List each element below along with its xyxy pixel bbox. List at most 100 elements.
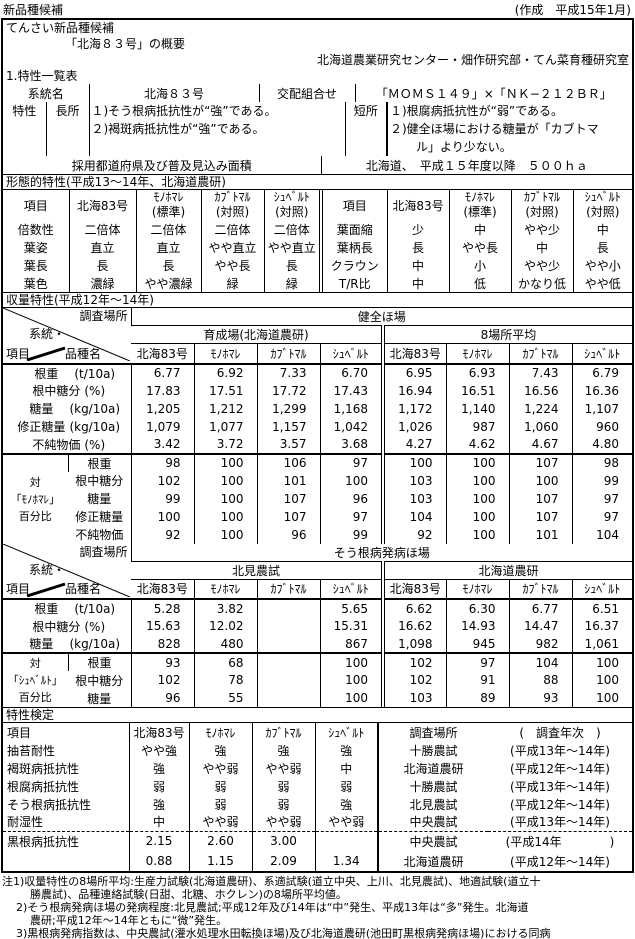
corner-cell: 調査場所 系統・ 項目 品種名: [3, 308, 131, 365]
ratio-label-line: 「ﾓﾉﾎﾏﾚ」: [10, 492, 61, 506]
value-cell: 4.80: [571, 435, 632, 454]
value-cell: 99: [319, 525, 383, 544]
footnote-line: 注1)収量特性の8場所平均:生産力試験(北海道農研)、系適試験(道立中央、上川、…: [2, 875, 541, 888]
row-label: 不純物価 (%): [3, 436, 131, 454]
value-cell: 1,077: [193, 417, 257, 436]
value-cell: 100: [571, 652, 632, 671]
demerit-line-1: １)根腐病抵抗性が“弱”である。: [390, 104, 563, 118]
trait-tests-table: 項目 北海83号 ﾓﾉﾎﾏﾚ ｶﾌﾞﾄﾏﾙ ｼｭﾍﾞﾙﾄ 調査場所 ( 調査年次…: [3, 723, 632, 871]
value-cell: 6.62: [381, 599, 446, 617]
variety-role: (対照): [275, 205, 309, 219]
value-cell: 97: [571, 489, 632, 508]
metric-unit: (%): [84, 619, 106, 634]
value-cell: 987: [445, 417, 509, 436]
value-cell: 107: [508, 489, 572, 508]
table-row: 修正糖量 100 100 107 97 104 100 107 97: [3, 507, 632, 526]
footnotes: 注1)収量特性の8場所平均:生産力試験(北海道農研)、系適試験(道立中央、上川、…: [0, 873, 635, 939]
table-row: 糖量 96 55 100 103 89 93 100: [3, 689, 632, 707]
row-label: そう根病抵抗性: [7, 797, 92, 812]
variety-role: (標準): [151, 205, 186, 219]
table-row: 系統名 北海８３号 交配組合せ 「ＭＯＭＳ１４９」×「ＮＫ−２１２ＢＲ」: [3, 84, 632, 102]
table-row: 不純物価 92 100 96 99 92 100 101 104: [3, 525, 632, 544]
ratio-label-line: 「ｼｭﾍﾞﾙﾄ」: [7, 674, 63, 687]
value-cell: 中: [510, 238, 573, 256]
strain-label: 系統名: [27, 86, 64, 101]
corner-item-label: 項目: [6, 582, 31, 596]
metric-unit: (%): [84, 437, 106, 452]
col-header: ｼｭﾍﾞﾙﾄ (対照): [263, 190, 321, 220]
value-cell: 1,212: [193, 399, 257, 418]
table-row: 根腐病抵抗性 弱 弱 弱 弱 十勝農試 (平成13年〜14年): [3, 777, 632, 795]
value-cell: 17.43: [319, 381, 383, 400]
metric-name: 修正糖量: [17, 420, 66, 434]
value-cell: 16.56: [508, 381, 572, 400]
value-cell: 6.30: [445, 599, 509, 617]
col-header: 北海83号: [128, 723, 189, 741]
table-row: 不純物価 (%) 3.42 3.72 3.57 3.68 4.27 4.62 4.…: [3, 435, 632, 454]
value-cell: 16.36: [571, 381, 632, 400]
metric-name: 糖量: [29, 637, 54, 651]
row-label: 糖量: [87, 691, 112, 706]
value-cell: 100: [130, 507, 194, 526]
table-row: 糖量 (kg/10a) 828 480 867 1,098 945 982 1,0…: [3, 635, 632, 653]
corner-strain-label: 系統・: [29, 327, 66, 341]
row-label: 根腐病抵抗性: [7, 779, 80, 794]
value-cell: 15.31: [319, 617, 383, 635]
survey-place: 北海道農研: [377, 759, 488, 777]
value-cell: 104: [508, 652, 572, 671]
table-row: 根重 (t/10a) 6.77 6.92 7.33 6.70 6.95 6.93 …: [3, 363, 632, 382]
col-header: 項目: [23, 198, 48, 213]
table-row: 倍数性 二倍体 二倍体 二倍体 二倍体 葉面縮 少 中 やや少 中: [3, 220, 632, 238]
table-row: 耐湿性 中 やや弱 やや弱 やや弱 中央農試 (平成13年〜14年): [3, 813, 632, 831]
value-cell: 103: [381, 689, 446, 707]
value-cell: やや濃緑: [135, 274, 201, 292]
value-cell: 100: [571, 689, 632, 707]
value-cell: 103: [381, 489, 446, 508]
metric-unit: (t/10a): [74, 366, 116, 381]
value-cell: 二倍体: [263, 220, 321, 238]
yield-table-healthy: 調査場所 系統・ 項目 品種名 健全ほ場 育成場(北海道農研) 8場所平均 北海…: [3, 308, 632, 544]
metric-name: 不純物価: [32, 437, 81, 452]
col-header: ｶﾌﾞﾄﾏﾙ (対照): [200, 190, 264, 220]
value-cell: 960: [571, 417, 632, 436]
survey-years: (平成12年〜14年): [510, 761, 610, 776]
value-cell: 二倍体: [135, 220, 201, 238]
value-cell: 中: [128, 813, 189, 831]
value-cell: 100: [193, 471, 257, 490]
diagonal-line: [3, 308, 130, 361]
row-label: 葉面縮: [319, 220, 387, 238]
value-cell: 1,060: [508, 417, 572, 436]
col-header: 北海83号: [68, 190, 136, 220]
metric-unit: (kg/10a): [69, 420, 121, 434]
value-cell: 4.67: [508, 435, 572, 454]
table-row: 特性 長所 １)そう根病抵抗性が“強”である。 ２)褐斑病抵抗性が“強”である。…: [3, 102, 632, 156]
value-cell: 14.47: [508, 617, 572, 635]
variety-name: ｶﾌﾞﾄﾏﾙ: [523, 190, 560, 204]
value-cell: 102: [130, 471, 194, 490]
ratio-label-line: 対: [29, 657, 41, 670]
value-cell: 3.42: [130, 435, 194, 454]
row-label: 葉姿: [23, 240, 48, 255]
metric-name: 根中糖分: [32, 384, 81, 398]
ratio-label: 対「ｼｭﾍﾞﾙﾄ」 百分比: [3, 652, 68, 707]
value-cell: 長: [263, 256, 321, 274]
value-cell: 0.88: [128, 851, 189, 871]
corner-survey-label: 調査場所: [79, 309, 128, 323]
value-cell: 長: [68, 256, 136, 274]
col-header: ﾓﾉﾎﾏﾚ (標準): [448, 190, 511, 220]
corner-cell: 調査場所 系統・ 項目 品種名: [3, 543, 131, 600]
survey-years: (平成14年 ): [488, 830, 632, 851]
diagonal-line: [3, 543, 130, 597]
value-cell: 107: [256, 507, 320, 526]
value-cell: 2.09: [251, 851, 315, 871]
value-cell: 弱: [251, 795, 315, 813]
metric-name: 糖量: [29, 402, 54, 416]
value-cell: 100: [319, 471, 383, 490]
merit-label: 長所: [45, 102, 89, 156]
row-label: 修正糖量: [75, 510, 124, 524]
col-header: ﾓﾉﾎﾏﾚ: [193, 343, 257, 365]
variety-name: ｶﾌﾞﾄﾏﾙ: [214, 190, 251, 204]
corner-item-label: 項目: [6, 346, 31, 361]
table-row: 褐斑病抵抗性 強 やや弱 やや弱 中 北海道農研 (平成12年〜14年): [3, 759, 632, 777]
value-cell: 16.94: [381, 381, 446, 400]
